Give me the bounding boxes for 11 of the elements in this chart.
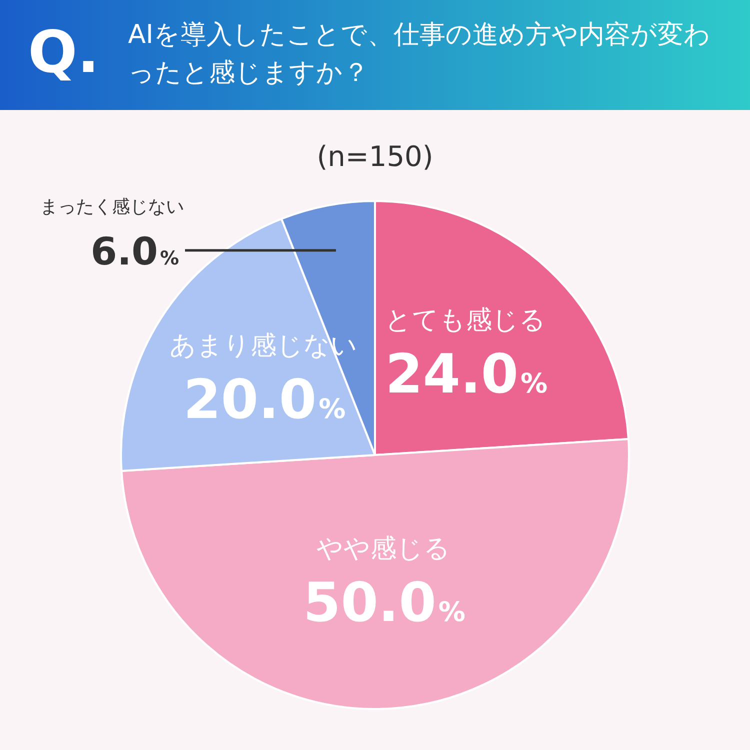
slice-label: まったく感じない — [40, 196, 184, 218]
chart-subtitle: (n=150) — [316, 140, 434, 173]
data-label: 50.0% — [303, 570, 466, 634]
data-label: 6.0% — [90, 229, 180, 274]
data-label: 24.0% — [385, 342, 548, 406]
slice-label: あまり感じない — [169, 331, 358, 362]
data-label: 20.0% — [183, 368, 346, 432]
slice-label: とても感じる — [384, 306, 546, 336]
text: Q. — [28, 18, 100, 86]
slice-label: やや感じる — [316, 534, 450, 564]
chart-title: AIを導入したことで、仕事の進め方や内容が変わったと感じますか？ — [128, 19, 712, 90]
